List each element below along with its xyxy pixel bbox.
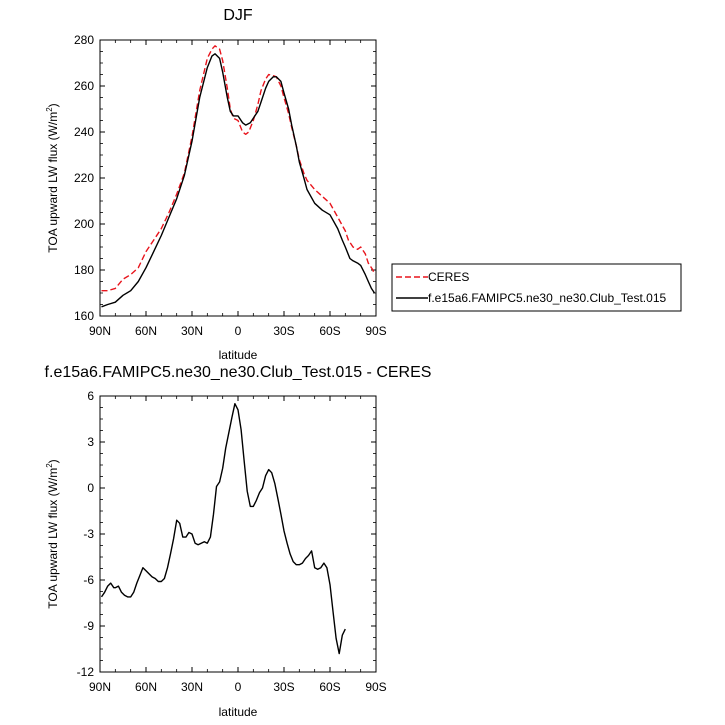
legend-box bbox=[391, 263, 682, 312]
y-tick-label: 180 bbox=[74, 263, 94, 277]
legend-label-ceres: CERES bbox=[428, 270, 469, 284]
x-tick-label: 60S bbox=[319, 324, 340, 338]
y-tick-label: -3 bbox=[83, 527, 94, 541]
x-tick-label: 60S bbox=[319, 680, 340, 694]
x-tick-label: 90N bbox=[89, 680, 111, 694]
bottom-chart-title: f.e15a6.FAMIPC5.ne30_ne30.Club_Test.015 … bbox=[45, 364, 432, 381]
top-y-axis: 160 180 200 220 240 260 280 bbox=[74, 33, 376, 323]
legend: CERES f.e15a6.FAMIPC5.ne30_ne30.Club_Tes… bbox=[391, 263, 682, 312]
x-tick-label: 90S bbox=[365, 680, 386, 694]
y-tick-label: -12 bbox=[77, 665, 95, 679]
bottom-y-axis-label: TOA upward LW flux (W/m2) bbox=[45, 459, 60, 608]
y-tick-label: -6 bbox=[83, 573, 94, 587]
x-tick-label: 0 bbox=[235, 324, 242, 338]
x-tick-label: 30N bbox=[181, 324, 203, 338]
x-tick-label: 30S bbox=[273, 680, 294, 694]
legend-label-model: f.e15a6.FAMIPC5.ne30_ne30.Club_Test.015 bbox=[428, 291, 666, 305]
top-chart-title: DJF bbox=[223, 7, 253, 24]
x-tick-label: 90S bbox=[365, 324, 386, 338]
y-tick-label: 220 bbox=[74, 171, 94, 185]
series-line-0 bbox=[100, 403, 346, 655]
series-line-1 bbox=[101, 53, 376, 308]
bottom-x-axis-label: latitude bbox=[219, 705, 258, 719]
x-tick-label: 30N bbox=[181, 680, 203, 694]
y-tick-label: 6 bbox=[87, 389, 94, 403]
top-y-axis-label: TOA upward LW flux (W/m2) bbox=[45, 103, 60, 252]
bottom-x-axis: 90N 60N 30N 0 30S 60S 90S bbox=[89, 396, 387, 694]
x-tick-label: 90N bbox=[89, 324, 111, 338]
x-tick-label: 60N bbox=[135, 324, 157, 338]
y-tick-label: 0 bbox=[87, 481, 94, 495]
y-tick-label: 240 bbox=[74, 125, 94, 139]
y-tick-label: -9 bbox=[83, 619, 94, 633]
top-x-axis: 90N 60N 30N 0 30S 60S 90S bbox=[89, 40, 387, 338]
x-tick-label: 60N bbox=[135, 680, 157, 694]
top-panel: DJF 160 180 200 220 240 260 280 90N 60N 30N 0 30S 6… bbox=[45, 7, 682, 362]
y-tick-label: 3 bbox=[87, 435, 94, 449]
top-series-lines bbox=[101, 45, 376, 308]
y-tick-label: 160 bbox=[74, 309, 94, 323]
series-line-0 bbox=[101, 45, 376, 292]
bottom-series-lines bbox=[100, 403, 346, 655]
bottom-panel: f.e15a6.FAMIPC5.ne30_ne30.Club_Test.015 … bbox=[45, 364, 432, 719]
y-tick-label: 200 bbox=[74, 217, 94, 231]
top-x-axis-label: latitude bbox=[219, 348, 258, 362]
x-tick-label: 0 bbox=[235, 680, 242, 694]
y-tick-label: 280 bbox=[74, 33, 94, 47]
y-tick-label: 260 bbox=[74, 79, 94, 93]
x-tick-label: 30S bbox=[273, 324, 294, 338]
bottom-y-axis: -12 -9 -6 -3 0 3 6 bbox=[77, 389, 376, 679]
